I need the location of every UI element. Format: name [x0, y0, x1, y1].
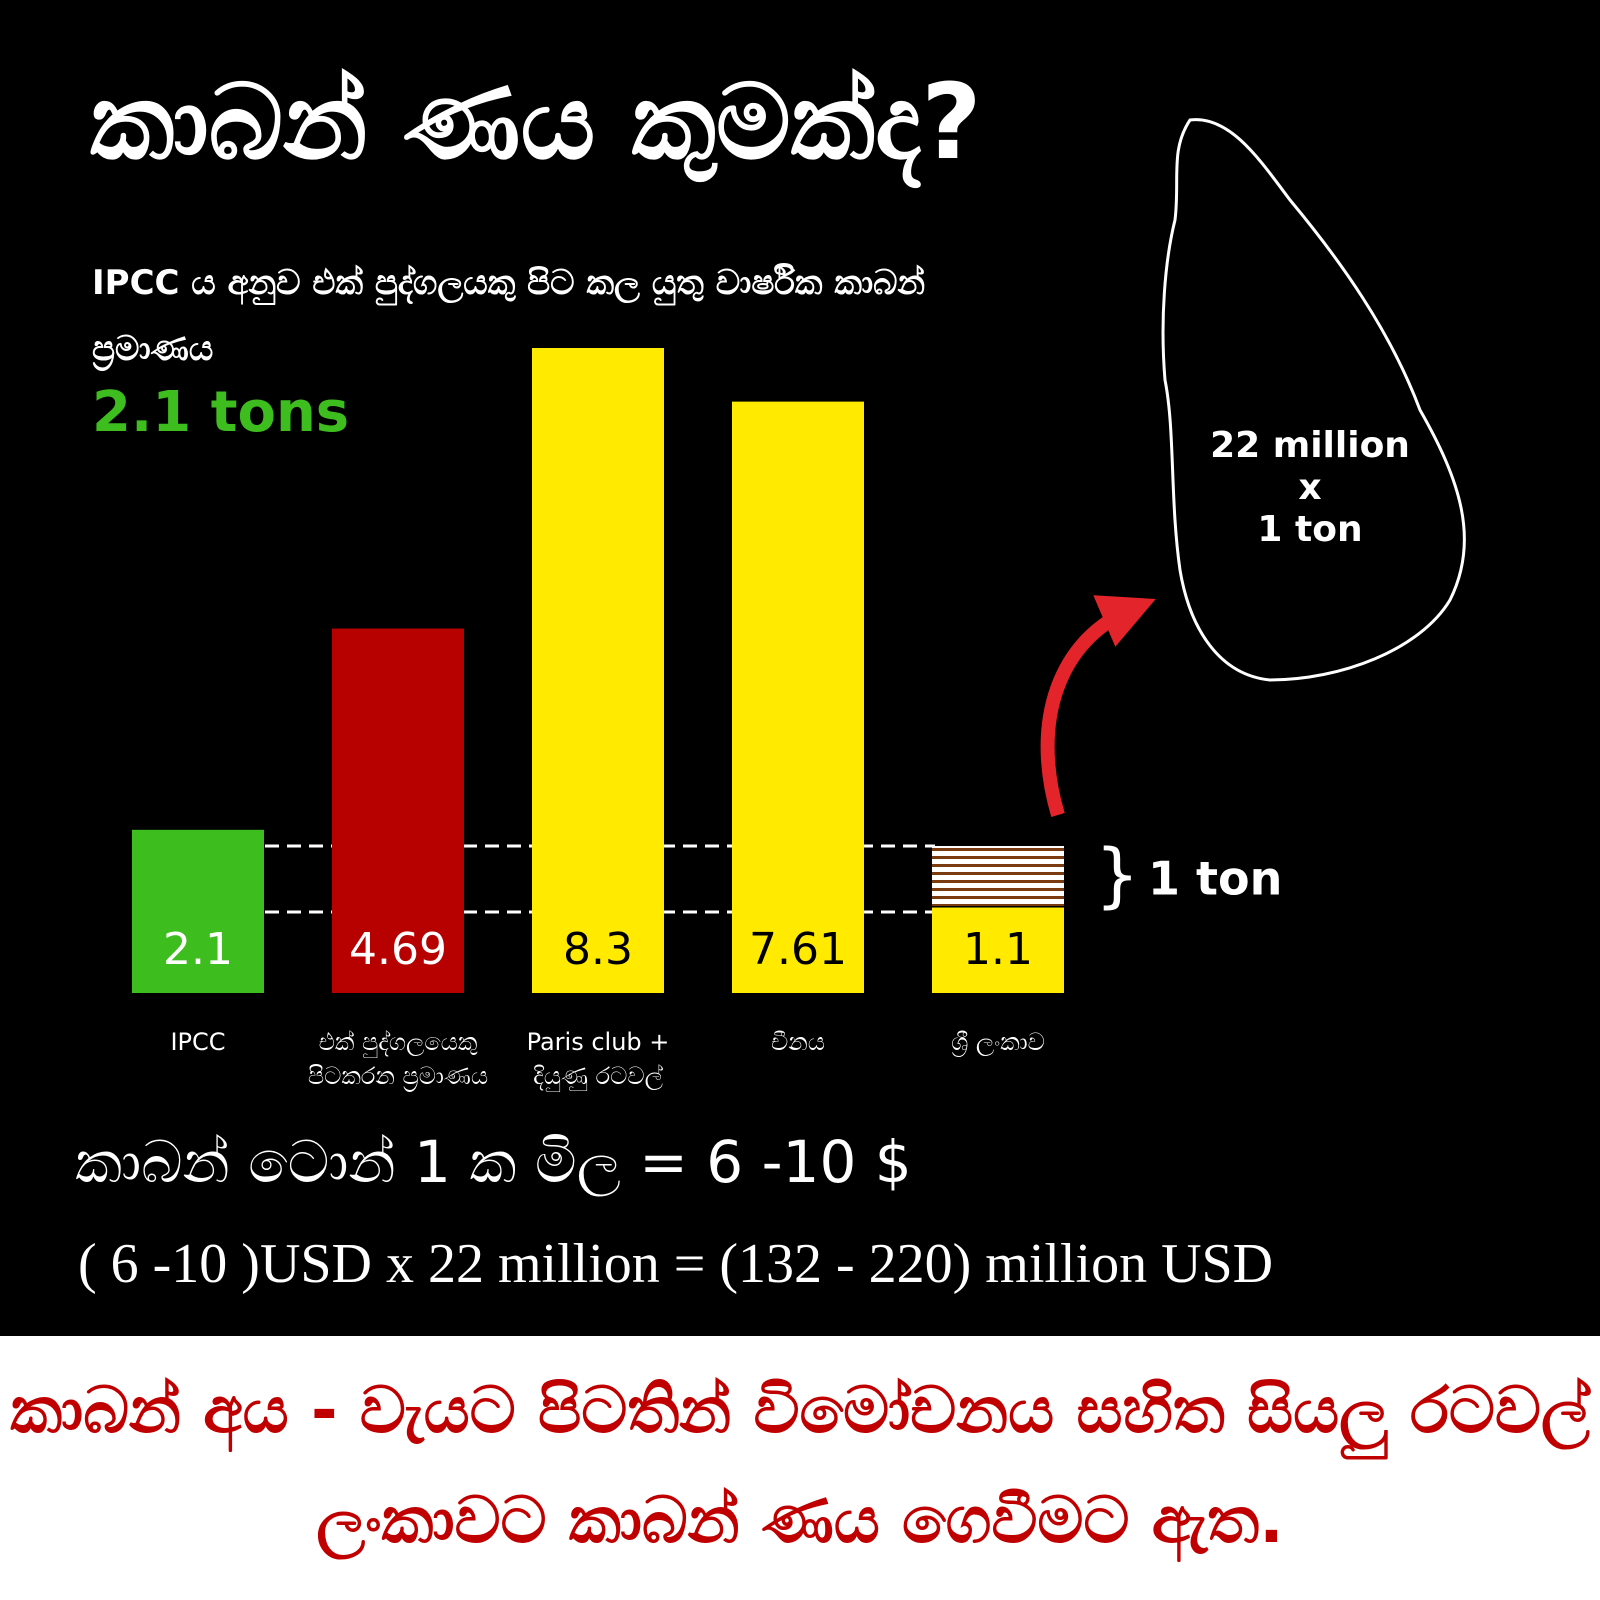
bar: [732, 401, 864, 993]
map-label: 22 million x 1 ton: [1210, 425, 1410, 550]
value-label: 2.1: [163, 924, 233, 975]
footer: කාබන් අය - වැයට පිටතින් විමෝචනය සහිත සිය…: [0, 1336, 1600, 1600]
annotation-block: [932, 846, 1064, 906]
x-tick-label: එක් පුද්ගලයෙකු පිටකරන ප්‍රමාණය: [307, 1028, 489, 1090]
brace: }: [1095, 834, 1140, 916]
x-tick-label: IPCC: [170, 1028, 226, 1056]
x-tick-label: ශ්‍රී ලංකාව: [951, 1028, 1045, 1056]
bar: [332, 628, 464, 993]
bar: [132, 829, 264, 993]
value-label: 1.1: [963, 924, 1033, 975]
title: කාබන් ණය කුමක්ද?: [90, 61, 982, 183]
value-label: 7.61: [749, 924, 847, 975]
arrow: [1040, 595, 1156, 817]
bar: [532, 348, 664, 993]
annotation: 1 ton: [1148, 852, 1282, 906]
x-tick-label: චීනය: [771, 1028, 825, 1056]
subtitle: IPCC ය අනුව එක් පුද්ගලයකු පිට කල යුතු වා…: [92, 263, 926, 369]
x-tick-label: Paris club + දියුණු රටවල්: [526, 1028, 670, 1090]
map-outline: [1161, 118, 1466, 682]
footer-line: ලංකාවට කාබන් ණය ගෙවීමට ඇත.: [316, 1484, 1284, 1558]
bar: [932, 907, 1064, 993]
highlight: 2.1 tons: [92, 380, 350, 445]
equation: ( 6 -10 )USD x 22 million = (132 - 220) …: [78, 1233, 1274, 1295]
value-label: 4.69: [349, 924, 447, 975]
value-label: 8.3: [563, 924, 633, 975]
equation: කාබන් ටොන් 1 ක මිල = 6 -10 $: [75, 1128, 912, 1196]
footer-line: කාබන් අය - වැයට පිටතින් විමෝචනය සහිත සිය…: [10, 1374, 1590, 1448]
